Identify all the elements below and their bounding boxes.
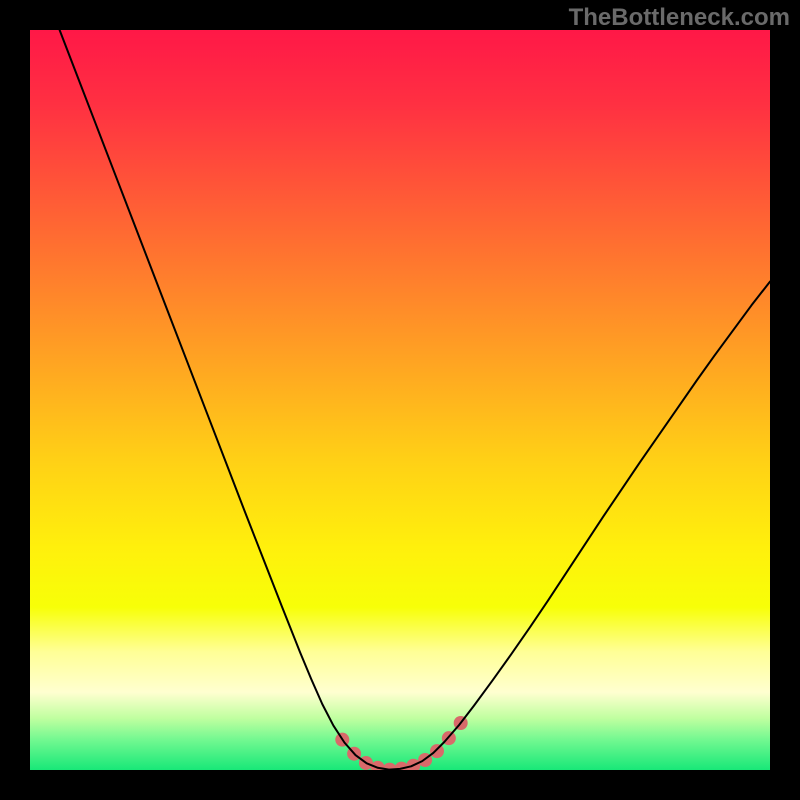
chart-container: TheBottleneck.com <box>0 0 800 800</box>
highlight-marker <box>430 744 444 758</box>
chart-background <box>30 30 770 770</box>
watermark-text: TheBottleneck.com <box>569 4 790 32</box>
bottleneck-curve-chart <box>0 0 800 800</box>
